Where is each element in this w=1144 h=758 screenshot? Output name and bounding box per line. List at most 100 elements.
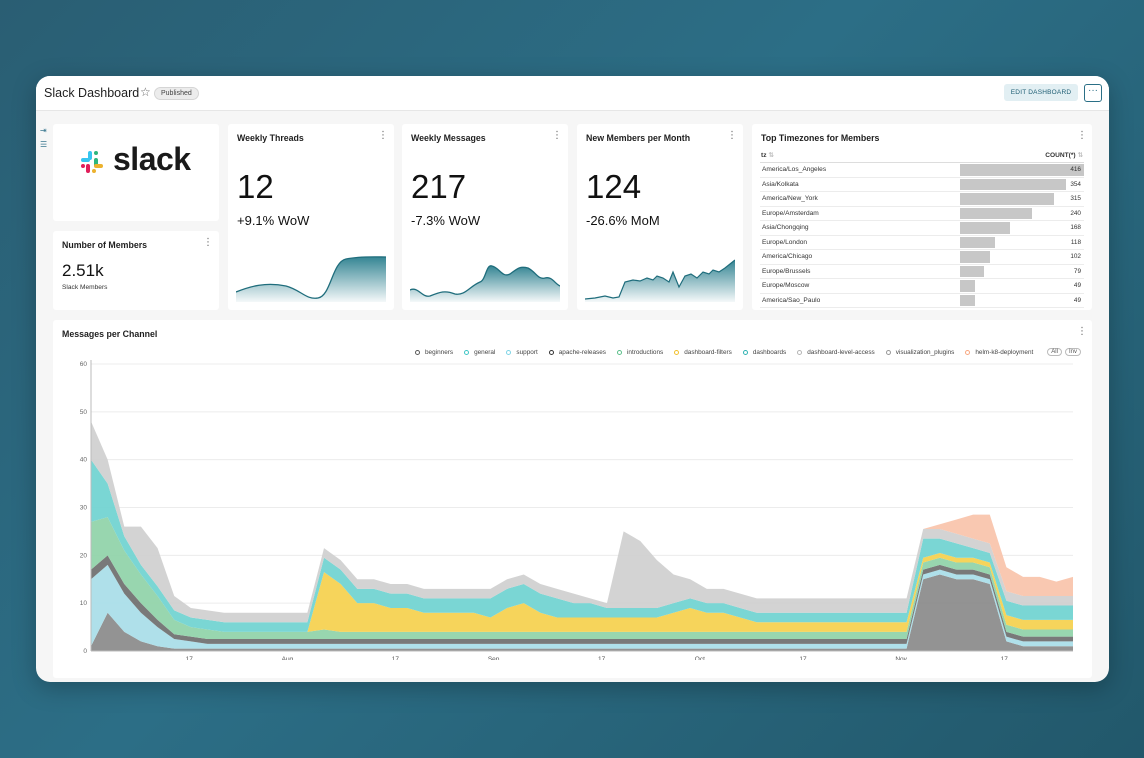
y-tick-label: 20 [80,552,88,559]
tz-cell: Europe/London [760,235,960,250]
count-cell: 102 [960,249,1084,265]
legend-label: visualization_plugins [895,348,955,356]
count-bar [960,251,991,263]
filter-icon[interactable]: ☰ [40,140,48,149]
slack-logo-icon [81,151,103,173]
tz-cell: America/Sao_Paulo [760,293,960,308]
count-value: 416 [1070,166,1081,173]
legend-marker-icon [885,349,891,355]
new-members-card: New Members per Month ⋮ 124 -26.6% MoM [577,124,743,310]
legend-label: beginners [425,348,454,356]
legend-select-all-button[interactable]: All [1047,348,1062,356]
table-row: America/New_York 315 [760,191,1084,207]
weekly-messages-sparkline [410,265,560,302]
published-badge[interactable]: Published [154,87,199,100]
legend-item[interactable]: helm-k8-deployment [965,349,1033,356]
legend-item[interactable]: beginners [415,349,453,356]
legend-item[interactable]: dashboard-level-access [797,349,875,356]
legend-item[interactable]: dashboard-filters [674,349,732,356]
big-number-value: 124 [586,168,642,205]
table-row: Asia/Chongqing 168 [760,220,1084,236]
legend-marker-icon [674,349,680,355]
count-cell: 240 [960,206,1084,221]
count-cell: 49 [960,293,1084,308]
count-value: 168 [1070,224,1081,231]
legend-label: dashboard-level-access [807,348,875,356]
tz-cell: America/Chicago [760,249,960,265]
area-series-beginners[interactable] [91,574,1073,651]
count-value: 49 [1073,296,1081,304]
members-value: 2.51k [62,261,104,280]
legend-marker-icon [965,349,971,355]
legend-marker-icon [548,349,554,355]
count-cell: 79 [960,264,1084,279]
big-number-change: -7.3% WoW [411,213,481,228]
column-header-tz[interactable]: tz ⇅ [760,148,960,163]
x-tick-label: Sep [488,656,500,660]
x-tick-label: Oct [695,656,705,660]
count-bar [960,207,1032,219]
top-timezones-card: Top Timezones for Members ⋮ tz ⇅ COUNT(*… [752,124,1092,310]
table-row: Europe/London 118 [760,235,1084,250]
slack-logo-card: slack [53,124,219,221]
legend-invert-button[interactable]: Inv [1064,348,1081,356]
count-bar [960,265,984,277]
table-row: America/Sao_Paulo 49 [760,293,1084,308]
big-number-change: +9.1% WoW [237,213,310,228]
legend-item[interactable]: visualization_plugins [885,348,955,356]
legend-label: dashboard-filters [684,348,732,356]
tz-cell: Asia/Chongqing [760,220,960,236]
y-tick-label: 0 [83,648,87,655]
legend-item[interactable]: introductions [616,349,663,356]
table-row: Asia/Kolkata 354 [760,177,1084,192]
card-menu-icon[interactable]: ⋮ [727,130,737,141]
legend-marker-icon [506,349,512,355]
card-title: Weekly Messages [411,133,486,143]
table-row: Europe/Brussels 79 [760,264,1084,279]
area-series-introductions[interactable] [91,517,1073,640]
card-menu-icon[interactable]: ⋮ [203,237,213,248]
card-menu-icon[interactable]: ⋮ [1077,130,1087,141]
count-bar [960,294,975,306]
legend-item[interactable]: support [506,349,538,356]
members-caption: Slack Members [62,284,108,291]
table-row: Europe/Moscow 49 [760,278,1084,294]
new-members-sparkline [585,259,735,302]
chart-legend: beginners general support apache-releases in… [415,348,1081,356]
count-cell: 315 [960,191,1084,207]
expand-filters-icon[interactable]: ⇥ [40,126,47,135]
weekly-messages-card: Weekly Messages ⋮ 217 -7.3% WoW [402,124,568,310]
legend-item[interactable]: apache-releases [548,349,606,356]
card-title: New Members per Month [586,133,691,143]
legend-item[interactable]: dashboards [742,348,787,356]
card-menu-icon[interactable]: ⋮ [1077,326,1087,337]
count-cell: 168 [960,220,1084,236]
table-row: Europe/Amsterdam 240 [760,206,1084,221]
count-cell: 118 [960,235,1084,250]
card-title: Weekly Threads [237,133,304,143]
column-header-count[interactable]: COUNT(*) ⇅ [960,148,1084,163]
y-tick-label: 60 [80,361,88,368]
y-tick-label: 50 [80,409,88,416]
legend-marker-icon [616,349,622,355]
legend-marker-icon [415,349,420,355]
favorite-star-icon[interactable]: ☆ [140,85,151,99]
legend-item[interactable]: general [464,349,495,356]
count-bar [960,193,1054,205]
count-bar [960,178,1066,190]
legend-marker-icon [464,349,470,355]
count-bar [960,164,1084,176]
edit-dashboard-button[interactable]: EDIT DASHBOARD [1004,84,1078,101]
legend-label: dashboards [752,348,787,356]
legend-label: general [474,348,496,356]
y-tick-label: 30 [80,505,88,512]
x-tick-label: 17 [799,656,807,660]
more-options-button[interactable]: ··· [1084,84,1102,102]
area-series-dashboard-filters[interactable] [91,517,1073,632]
x-tick-label: 17 [392,656,400,660]
count-value: 315 [1070,195,1081,202]
card-menu-icon[interactable]: ⋮ [378,130,388,141]
tz-cell: Europe/Moscow [760,278,960,294]
x-tick-label: 17 [186,656,194,660]
card-menu-icon[interactable]: ⋮ [552,130,562,141]
